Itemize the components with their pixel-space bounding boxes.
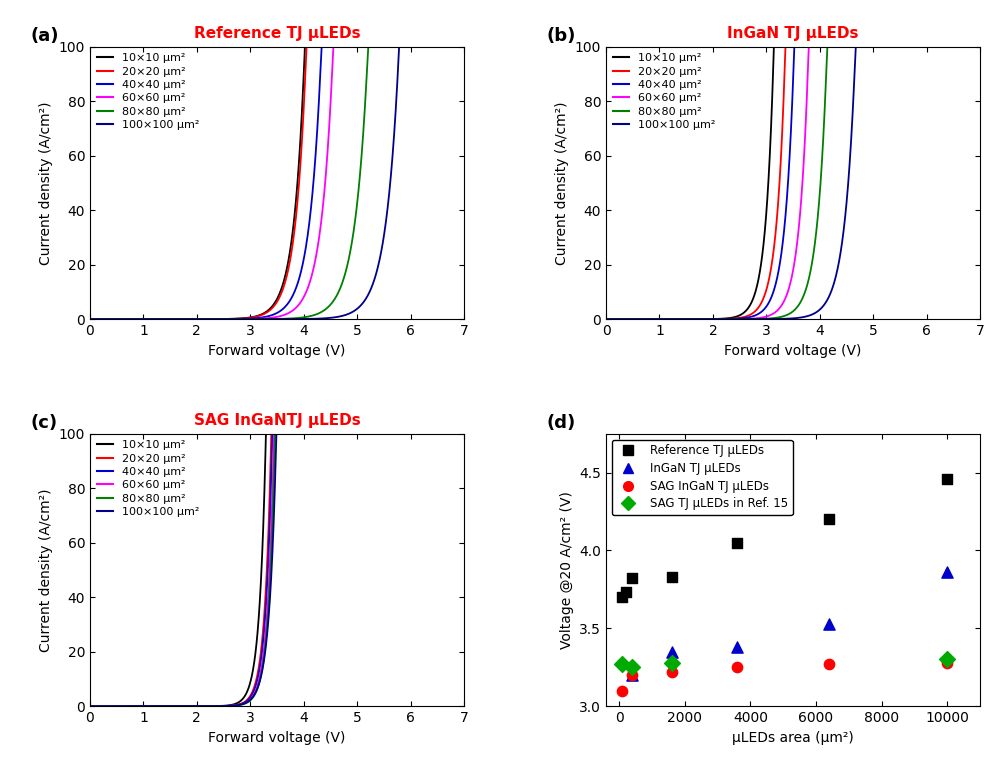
Point	[618, 586, 634, 598]
X-axis label: Forward voltage (V): Forward voltage (V)	[208, 344, 346, 358]
Point	[664, 656, 680, 669]
Point	[624, 572, 640, 584]
Point	[614, 658, 630, 670]
Point	[729, 661, 745, 674]
Point	[624, 669, 640, 681]
Legend: 10×10 μm², 20×20 μm², 40×40 μm², 60×60 μm², 80×80 μm², 100×100 μm²: 10×10 μm², 20×20 μm², 40×40 μm², 60×60 μ…	[92, 49, 204, 134]
Point	[939, 566, 955, 578]
Point	[664, 646, 680, 658]
X-axis label: Forward voltage (V): Forward voltage (V)	[724, 344, 862, 358]
Text: (c): (c)	[30, 414, 57, 432]
Text: (b): (b)	[546, 27, 576, 45]
Legend: 10×10 μm², 20×20 μm², 40×40 μm², 60×60 μm², 80×80 μm², 100×100 μm²: 10×10 μm², 20×20 μm², 40×40 μm², 60×60 μ…	[608, 49, 720, 134]
Y-axis label: Voltage @20 A/cm² (V): Voltage @20 A/cm² (V)	[560, 491, 574, 649]
Text: (a): (a)	[30, 27, 59, 45]
X-axis label: μLEDs area (μm²): μLEDs area (μm²)	[732, 730, 854, 745]
Y-axis label: Current density (A/cm²): Current density (A/cm²)	[39, 488, 53, 652]
Point	[664, 666, 680, 678]
Point	[821, 618, 837, 630]
Y-axis label: Current density (A/cm²): Current density (A/cm²)	[39, 101, 53, 265]
Legend: Reference TJ μLEDs, InGaN TJ μLEDs, SAG InGaN TJ μLEDs, SAG TJ μLEDs in Ref. 15: Reference TJ μLEDs, InGaN TJ μLEDs, SAG …	[612, 439, 793, 515]
Y-axis label: Current density (A/cm²): Current density (A/cm²)	[555, 101, 569, 265]
Title: InGaN TJ μLEDs: InGaN TJ μLEDs	[727, 26, 859, 41]
Point	[821, 658, 837, 670]
Point	[614, 591, 630, 604]
Point	[624, 661, 640, 674]
Title: Reference TJ μLEDs: Reference TJ μLEDs	[194, 26, 360, 41]
Point	[614, 684, 630, 697]
Point	[729, 536, 745, 549]
Title: SAG InGaNTJ μLEDs: SAG InGaNTJ μLEDs	[194, 414, 360, 428]
Point	[939, 473, 955, 485]
Point	[729, 641, 745, 653]
Point	[624, 669, 640, 681]
Point	[664, 570, 680, 583]
Text: (d): (d)	[546, 414, 575, 432]
Point	[821, 513, 837, 525]
Point	[939, 656, 955, 669]
Legend: 10×10 μm², 20×20 μm², 40×40 μm², 60×60 μm², 80×80 μm², 100×100 μm²: 10×10 μm², 20×20 μm², 40×40 μm², 60×60 μ…	[92, 436, 204, 521]
Point	[939, 653, 955, 666]
X-axis label: Forward voltage (V): Forward voltage (V)	[208, 730, 346, 745]
